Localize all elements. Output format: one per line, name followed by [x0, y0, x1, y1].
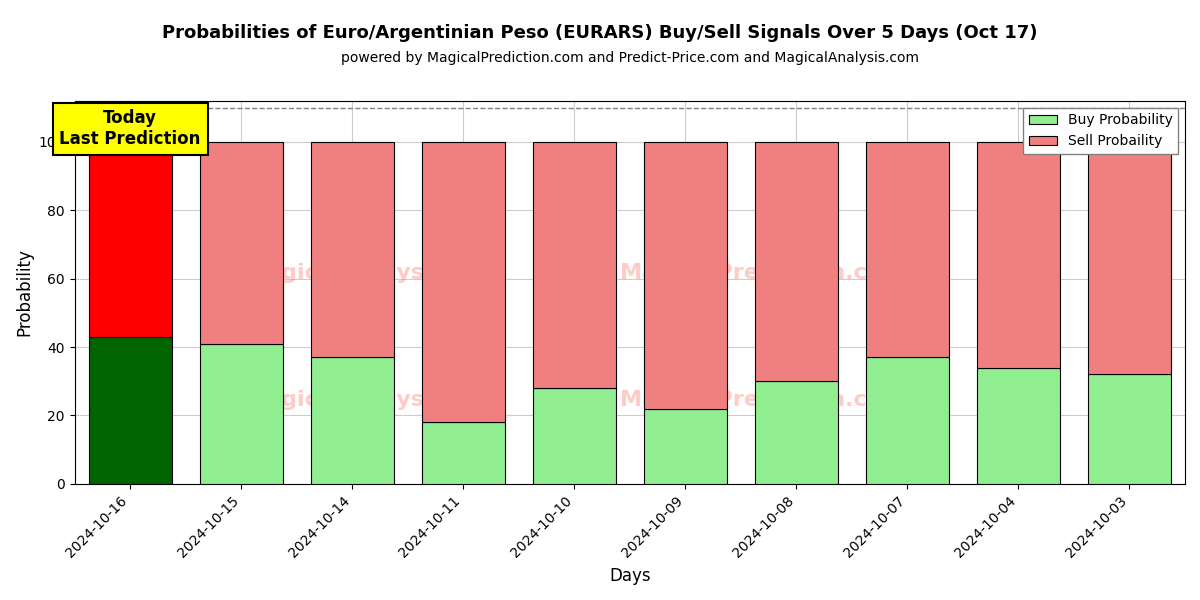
Bar [755, 142, 838, 381]
Bar [977, 368, 1060, 484]
Bar [643, 409, 727, 484]
X-axis label: Days: Days [610, 567, 650, 585]
Bar [421, 422, 505, 484]
Bar [865, 142, 949, 357]
Bar [533, 142, 616, 388]
Bar [311, 357, 394, 484]
Bar [1088, 142, 1171, 374]
Bar [199, 344, 283, 484]
Bar [533, 388, 616, 484]
Text: MagicalAnalysis.com: MagicalAnalysis.com [244, 263, 505, 283]
Text: MagicalAnalysis.com: MagicalAnalysis.com [244, 389, 505, 410]
Text: Today
Last Prediction: Today Last Prediction [60, 109, 200, 148]
Bar [311, 142, 394, 357]
Bar [643, 142, 727, 409]
Title: powered by MagicalPrediction.com and Predict-Price.com and MagicalAnalysis.com: powered by MagicalPrediction.com and Pre… [341, 51, 919, 65]
Text: MagicalPrediction.com: MagicalPrediction.com [620, 389, 906, 410]
Text: MagicalPrediction.com: MagicalPrediction.com [620, 263, 906, 283]
Bar [865, 357, 949, 484]
Bar [977, 142, 1060, 368]
Bar [421, 142, 505, 422]
Bar [1088, 374, 1171, 484]
Bar [755, 381, 838, 484]
Legend: Buy Probability, Sell Probaility: Buy Probability, Sell Probaility [1024, 108, 1178, 154]
Bar [199, 142, 283, 344]
Text: Probabilities of Euro/Argentinian Peso (EURARS) Buy/Sell Signals Over 5 Days (Oc: Probabilities of Euro/Argentinian Peso (… [162, 24, 1038, 42]
Y-axis label: Probability: Probability [16, 248, 34, 336]
Bar [89, 337, 172, 484]
Bar [89, 142, 172, 337]
